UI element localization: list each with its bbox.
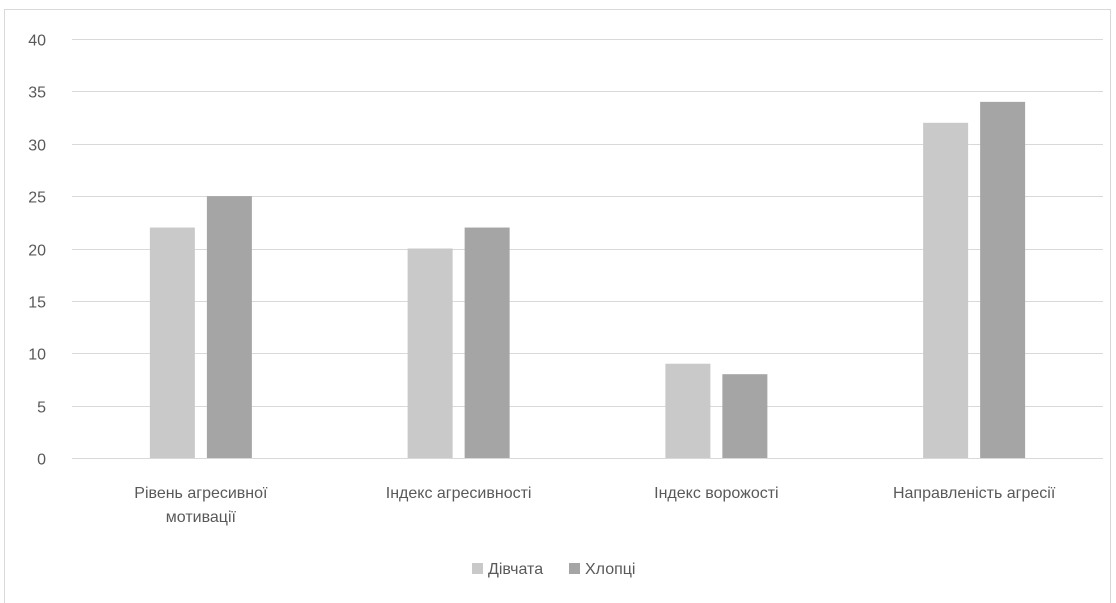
legend-label: Дівчата xyxy=(488,561,543,578)
bar-khloptsi-0 xyxy=(206,196,252,458)
bar-khloptsi-2 xyxy=(722,374,768,458)
y-tick-label: 25 xyxy=(28,190,46,207)
bar-divchata-3 xyxy=(923,122,969,459)
y-tick-label: 15 xyxy=(28,295,46,312)
y-tick-label: 20 xyxy=(28,243,46,260)
legend: Дівчата Хлопці xyxy=(472,561,635,578)
legend-swatch xyxy=(569,563,580,574)
y-tick-label: 35 xyxy=(28,85,46,102)
bar-khloptsi-3 xyxy=(980,101,1026,458)
legend-label: Хлопці xyxy=(585,561,635,578)
bar-divchata-2 xyxy=(665,363,711,458)
x-category-label: Індекс ворожості xyxy=(654,485,778,502)
y-axis-ticks: 0 5 10 15 20 25 30 35 40 xyxy=(28,33,46,469)
x-category-label: Рівень агресивної xyxy=(134,485,268,502)
x-category-label: Індекс агресивності xyxy=(386,485,532,502)
y-tick-label: 40 xyxy=(28,33,46,50)
x-category-label: мотивації xyxy=(166,509,237,526)
y-tick-label: 10 xyxy=(28,347,46,364)
y-tick-label: 5 xyxy=(37,400,46,417)
x-category-label: Направленість агресії xyxy=(893,485,1056,502)
bars xyxy=(149,101,1026,459)
y-tick-label: 30 xyxy=(28,138,46,155)
bar-divchata-1 xyxy=(407,248,453,458)
bar-khloptsi-1 xyxy=(464,227,510,458)
y-tick-label: 0 xyxy=(37,452,46,469)
legend-swatch xyxy=(472,563,483,574)
x-axis-categories: Рівень агресивної мотивації Індекс агресив… xyxy=(134,485,1056,526)
bar-divchata-0 xyxy=(149,227,195,458)
